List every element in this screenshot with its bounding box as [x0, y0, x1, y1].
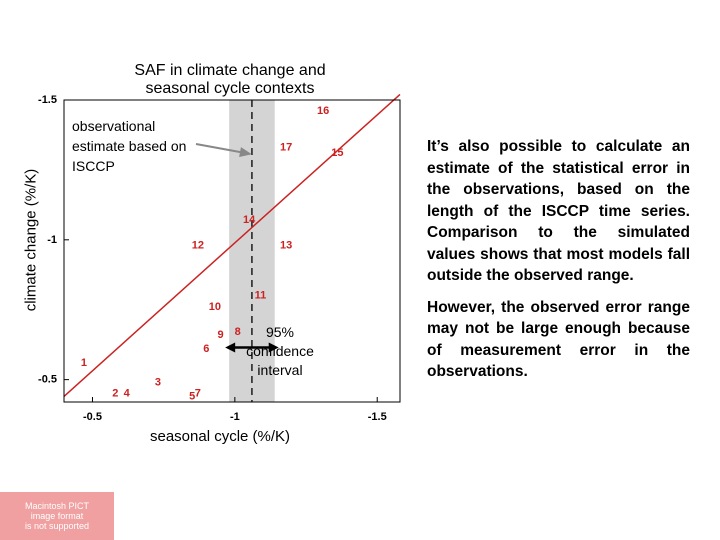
- y-tick-label: -1.5: [38, 94, 57, 106]
- data-point-11: 11: [255, 290, 267, 302]
- x-tick-label: -0.5: [83, 411, 102, 423]
- data-point-4: 4: [124, 388, 131, 400]
- observational-annotation: observational estimate based on ISCCP: [72, 118, 187, 174]
- data-point-8: 8: [235, 326, 241, 338]
- ci-label-line1: 95%: [265, 324, 295, 340]
- ci-label: 95% confidence interval: [228, 323, 332, 380]
- paragraph-2: However, the observed error range may no…: [427, 298, 690, 381]
- unsupported-image-placeholder: Macintosh PICT image format is not suppo…: [0, 492, 114, 540]
- ci-arrow-left-head: [225, 342, 236, 353]
- x-tick-label: -1.5: [368, 411, 387, 423]
- paragraph-1: It’s also possible to calculate an estim…: [427, 138, 690, 284]
- plot-frame: [63, 99, 401, 403]
- x-axis-label: seasonal cycle (%/K): [150, 428, 291, 445]
- data-point-10: 10: [209, 301, 221, 313]
- y-axis-label: climate change (%/K): [22, 168, 40, 312]
- data-point-17: 17: [280, 142, 292, 154]
- data-point-13: 13: [280, 239, 292, 251]
- placeholder-line3: is not supported: [24, 521, 90, 531]
- data-point-16: 16: [317, 105, 329, 117]
- data-point-7: 7: [195, 388, 201, 400]
- data-point-1: 1: [81, 357, 87, 369]
- y-tick-label: -0.5: [38, 374, 57, 386]
- data-point-3: 3: [155, 376, 161, 388]
- ci-label-line2: confidence: [246, 343, 314, 359]
- x-tick-label: -1: [230, 411, 240, 423]
- ci-label-line3: interval: [257, 362, 303, 378]
- data-point-15: 15: [331, 147, 343, 159]
- data-point-14: 14: [243, 214, 256, 226]
- placeholder-line2: image format: [30, 511, 84, 521]
- y-tick-label: -1: [47, 234, 57, 246]
- annotation-arrow-head: [239, 147, 252, 157]
- annotation-arrow: [195, 143, 252, 157]
- regression-line: [63, 93, 401, 397]
- data-point-2: 2: [112, 388, 118, 400]
- chart-title-line2: seasonal cycle contexts: [145, 80, 315, 97]
- chart-title-line1: SAF in climate change and: [134, 62, 326, 79]
- chart-title: SAF in climate change and seasonal cycle…: [100, 62, 360, 98]
- placeholder-line1: Macintosh PICT: [24, 501, 90, 511]
- ci-arrow-right-head: [268, 342, 279, 353]
- explanation-text: It’s also possible to calculate an estim…: [427, 136, 690, 393]
- data-point-5: 5: [189, 390, 195, 402]
- data-point-9: 9: [218, 329, 224, 341]
- ci-double-arrow: [225, 342, 279, 353]
- data-point-12: 12: [192, 239, 204, 251]
- axis-ticks: -0.5 -1 -1.5 -0.5 -1 -1.5: [38, 94, 387, 423]
- annotation-arrow-shaft: [195, 143, 247, 155]
- data-point-6: 6: [203, 343, 209, 355]
